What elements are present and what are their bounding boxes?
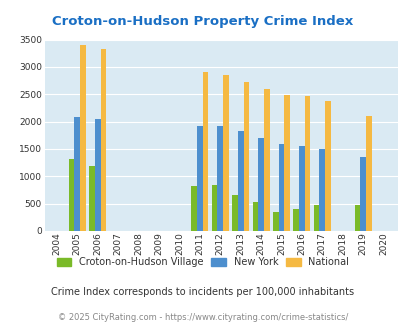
Text: Croton-on-Hudson Property Crime Index: Croton-on-Hudson Property Crime Index	[52, 15, 353, 28]
Bar	[365, 116, 371, 231]
Bar	[298, 146, 304, 231]
Bar	[258, 138, 263, 231]
Bar	[243, 82, 249, 231]
Bar	[74, 117, 80, 231]
Bar	[95, 119, 100, 231]
Bar	[191, 186, 196, 231]
Bar	[202, 72, 208, 231]
Bar	[304, 96, 310, 231]
Bar	[89, 166, 95, 231]
Bar	[100, 49, 106, 231]
Legend: Croton-on-Hudson Village, New York, National: Croton-on-Hudson Village, New York, Nati…	[57, 257, 348, 267]
Bar	[284, 95, 289, 231]
Bar	[196, 126, 202, 231]
Bar	[293, 209, 298, 231]
Bar	[223, 75, 228, 231]
Bar	[359, 157, 365, 231]
Text: © 2025 CityRating.com - https://www.cityrating.com/crime-statistics/: © 2025 CityRating.com - https://www.city…	[58, 313, 347, 322]
Bar	[319, 149, 324, 231]
Bar	[232, 195, 237, 231]
Bar	[211, 185, 217, 231]
Bar	[354, 205, 359, 231]
Bar	[237, 131, 243, 231]
Bar	[252, 202, 258, 231]
Bar	[68, 159, 74, 231]
Bar	[272, 213, 278, 231]
Bar	[80, 45, 86, 231]
Bar	[313, 205, 319, 231]
Bar	[263, 89, 269, 231]
Bar	[278, 144, 284, 231]
Text: Crime Index corresponds to incidents per 100,000 inhabitants: Crime Index corresponds to incidents per…	[51, 287, 354, 297]
Bar	[324, 101, 330, 231]
Bar	[217, 126, 223, 231]
